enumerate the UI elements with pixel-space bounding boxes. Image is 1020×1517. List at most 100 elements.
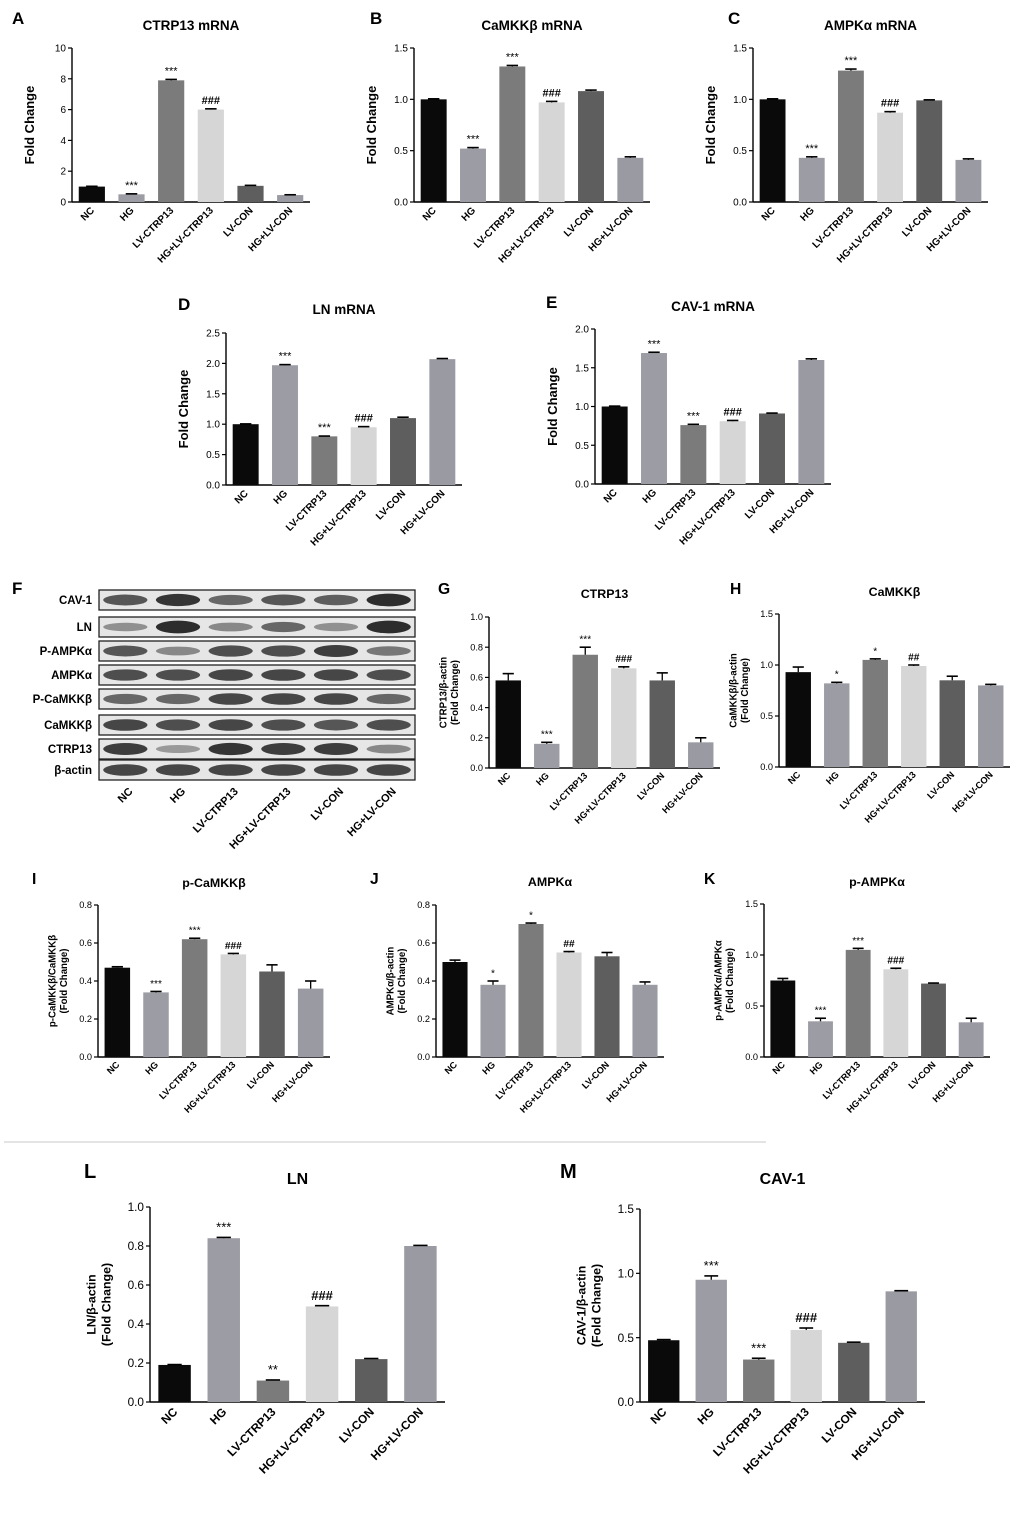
x-tick-label: HG	[798, 205, 817, 224]
blot-row-label: AMPKα	[51, 670, 92, 682]
significance-label: ***	[751, 1340, 766, 1355]
significance-label: ###	[354, 413, 372, 425]
blot-band	[103, 594, 148, 606]
blot-band	[261, 743, 306, 755]
y-tick-label: 0.4	[470, 703, 483, 713]
x-tick-label: LV-CON	[336, 1405, 377, 1446]
y-tick-label: 0.8	[79, 900, 92, 910]
x-tick-label: NC	[443, 1059, 460, 1076]
x-tick-label: HG	[641, 487, 660, 506]
blot-band	[313, 622, 359, 632]
blot-row-label: P-CaMKKβ	[33, 694, 92, 706]
blot-band	[103, 693, 148, 705]
x-tick-label: LV-CON	[907, 1059, 938, 1090]
bar-j-1	[442, 962, 468, 1057]
bar-g-2	[534, 743, 560, 768]
significance-label: ***	[541, 730, 553, 741]
chart-title: CaMKKβ	[869, 585, 921, 599]
x-tick-label: NC	[602, 487, 620, 505]
chart-title: p-AMPKα	[849, 875, 905, 889]
y-tick-label: 2.0	[206, 359, 220, 370]
blot-row-label: CaMKKβ	[44, 720, 92, 732]
bar-i-5	[259, 971, 285, 1057]
x-tick-label: HG	[272, 488, 291, 507]
y-tick-label: 0.4	[128, 1317, 145, 1331]
chart-title: CAV-1	[760, 1171, 806, 1188]
blot-band	[155, 719, 201, 731]
panel-label: J	[370, 871, 379, 888]
y-tick-label: 1.0	[745, 950, 758, 960]
y-tick-label: 0.0	[206, 481, 220, 492]
y-axis-label: Fold Change	[545, 367, 560, 446]
y-axis-label: Fold Change	[364, 86, 379, 165]
panel-label: F	[12, 579, 22, 598]
blot-row-label: P-AMPKα	[40, 646, 92, 658]
x-tick-label: LV-CON	[743, 487, 777, 521]
blot-band	[261, 719, 306, 731]
significance-label: ***	[165, 65, 179, 77]
significance-label: ***	[318, 422, 332, 434]
y-tick-label: 0.0	[417, 1052, 430, 1062]
panel-m-chart: M CAV-1 0.0 0.5 1.0 1.5 CAV-1/β-actin(Fold Cha…	[560, 1161, 925, 1476]
bar-g-4	[611, 668, 637, 768]
blot-band	[313, 743, 359, 755]
blot-band	[208, 719, 253, 731]
y-tick-label: 2.0	[575, 325, 589, 336]
x-tick-label: HG	[694, 1405, 716, 1427]
x-tick-label: HG+LV-CON	[950, 769, 995, 814]
significance-label: ***	[704, 1258, 719, 1273]
blot-band	[366, 744, 411, 754]
chart-title: CAV-1 mRNA	[671, 299, 755, 314]
x-tick-label: LV-CON	[900, 205, 934, 239]
significance-label: *	[529, 910, 533, 921]
x-tick-label: HG+LV-CON	[931, 1059, 976, 1104]
x-tick-label: LV-CON	[562, 205, 596, 239]
bar-k-2	[808, 1021, 833, 1057]
significance-label: ***	[687, 410, 701, 422]
significance-label: ***	[805, 143, 819, 155]
y-tick-label: 0.2	[417, 1014, 430, 1024]
x-tick-label: NC	[760, 205, 778, 223]
y-tick-label: 0.0	[733, 198, 747, 209]
bar-b-3	[499, 66, 526, 202]
x-tick-label: HG+LV-CON	[660, 770, 705, 815]
y-tick-label: 0.0	[394, 198, 408, 209]
bar-k-4	[883, 969, 909, 1057]
blot-band	[208, 594, 253, 606]
bar-i-2	[143, 992, 169, 1057]
y-tick-label: 1.0	[394, 95, 408, 106]
y-tick-label: 1.0	[206, 420, 220, 431]
bar-a-4	[197, 109, 224, 202]
bar-a-6	[277, 195, 304, 202]
bar-l-4	[305, 1306, 339, 1402]
x-tick-label: LV-CTRP13	[157, 1060, 199, 1102]
panel-c-chart: C AMPKα mRNA 0.0 0.5 1.0 1.5 Fold Change NC *** H…	[703, 9, 988, 265]
chart-title: p-CaMKKβ	[182, 876, 246, 890]
significance-label: ***	[844, 55, 858, 67]
y-tick-label: 0.4	[79, 976, 92, 986]
bar-h-2	[824, 683, 850, 767]
bar-g-6	[688, 742, 714, 768]
y-tick-label: 1.5	[206, 389, 220, 400]
bar-d-4	[350, 427, 377, 485]
blot-band	[155, 764, 201, 776]
bar-j-5	[594, 956, 620, 1057]
blot-band	[208, 669, 253, 681]
panel-g-chart: G CTRP13 0.0 0.2 0.4 0.6 0.8 1.0 CTRP13/β-actin(…	[438, 581, 720, 826]
panel-l-chart: L LN 0.0 0.2 0.4 0.6 0.8 1.0 LN/β-actin(Fold Cha…	[84, 1161, 445, 1476]
blot-band	[261, 645, 306, 657]
x-tick-label: HG+LV-CON	[604, 1059, 649, 1104]
blot-band	[208, 764, 253, 776]
blot-band	[366, 646, 411, 656]
blot-band	[261, 594, 306, 606]
blot-band	[103, 645, 148, 657]
blot-band	[103, 669, 148, 681]
x-tick-label: LV-CON	[222, 205, 256, 239]
y-tick-label: 0	[60, 198, 66, 209]
y-tick-label: 0.0	[575, 480, 589, 491]
bar-a-2	[118, 194, 145, 202]
bar-c-2	[798, 157, 825, 202]
x-tick-label: LV-CON	[580, 1059, 611, 1090]
panel-label: A	[12, 9, 24, 28]
blot-band	[155, 620, 201, 634]
